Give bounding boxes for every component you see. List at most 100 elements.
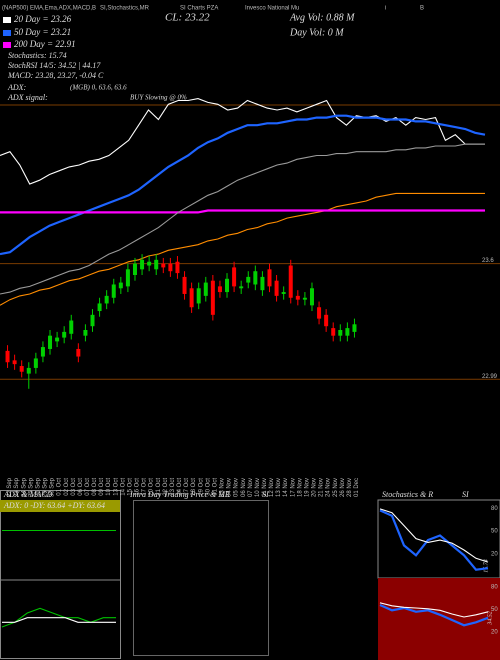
candle-body (5, 350, 10, 363)
intraday-panel-frame (133, 500, 269, 656)
candle-body (253, 271, 258, 285)
x-tick-label: 31 Oct (212, 478, 218, 496)
candle-body (217, 286, 222, 293)
candle-body (97, 303, 102, 312)
x-tick-label: 27 Oct (184, 478, 190, 496)
candle-body (317, 307, 322, 319)
series-line (379, 508, 489, 563)
x-tick-label: 01 Oct (57, 478, 63, 496)
y-tick-label: 80 (491, 506, 498, 512)
candle-body (118, 282, 123, 289)
candle-body (111, 284, 116, 298)
candle-body (161, 263, 166, 268)
panel-title: Intra Day Trading Price & MR (129, 490, 230, 499)
x-tick-label: 03 Nov (220, 478, 226, 497)
x-tick-label: 20 Nov (312, 478, 318, 497)
x-tick-label: 22 Oct (163, 478, 169, 496)
candle-body (147, 261, 152, 266)
candle-body (168, 263, 173, 272)
candle-body (352, 324, 357, 332)
legend-swatch (3, 17, 11, 23)
annotation: 20 Day = 23.26 (14, 14, 72, 24)
panel-subtitle: SI (462, 490, 469, 499)
candle-body (324, 314, 329, 327)
series-line (379, 509, 489, 571)
candle-body (232, 267, 237, 287)
x-tick-label: 17 Nov (290, 478, 296, 497)
annotation: ADX: (7, 83, 27, 92)
candle-body (345, 328, 350, 336)
candle-body (246, 276, 251, 283)
x-tick-label: 23 Oct (170, 478, 176, 496)
candle-body (182, 276, 187, 294)
x-tick-label: 10 Oct (106, 478, 112, 496)
candle-body (76, 348, 81, 357)
candle-body (19, 366, 24, 372)
series-line (379, 603, 489, 627)
x-tick-label: 21 Nov (319, 478, 325, 497)
candle-body (281, 292, 286, 294)
legend-swatch (3, 30, 11, 36)
x-tick-label: 10 Nov (255, 478, 261, 497)
x-tick-label: 11 Nov (262, 478, 268, 497)
adx-header-bar (0, 500, 120, 512)
annotation: Stochastics: 15.74 (8, 51, 67, 60)
annotation: Day Vol: 0 M (289, 27, 344, 38)
candle-body (55, 337, 60, 342)
candle-body (62, 331, 67, 338)
panel-title: ADX & MACD (3, 490, 53, 499)
annotation: Invesco National Mu (245, 6, 299, 12)
candle-body (83, 330, 88, 336)
y-tick-label: 22.99 (482, 374, 498, 380)
candle-body (331, 328, 336, 336)
annotation: Avg Vol: 0.88 M (289, 12, 355, 23)
annotation: SI,Stochastics,MR (100, 6, 150, 12)
annotation: MACD: 23.28, 23.27, -0.04 C (7, 71, 104, 80)
candle-body (302, 297, 307, 300)
x-tick-label: 01 Dec (354, 478, 360, 497)
candle-body (260, 276, 265, 291)
x-tick-label: 24 Sep (21, 477, 27, 497)
x-tick-label: 08 Oct (92, 478, 98, 496)
y-tick-label: 80 (491, 585, 498, 591)
annotation: (MGB) 0, 63.6, 63.6 (70, 84, 127, 92)
stochastics-panel-frame (377, 499, 500, 579)
annotation: 34.52 (486, 611, 493, 626)
candle-body (196, 288, 201, 304)
annotation: ADX signal: (7, 93, 48, 102)
candle-body (140, 259, 145, 270)
candle-body (40, 347, 45, 357)
x-tick-label: 13 Oct (113, 478, 119, 496)
candle-body (203, 282, 208, 296)
x-tick-label: 02 Oct (64, 478, 70, 496)
candle-body (26, 367, 31, 374)
series-line (0, 209, 485, 214)
candle-body (154, 259, 159, 270)
x-tick-label: 30 Sep (50, 477, 56, 497)
series-line (0, 143, 485, 295)
series-line (0, 114, 486, 256)
candle-body (309, 288, 314, 306)
x-tick-label: 23 Sep (14, 477, 20, 497)
x-tick-label: 25 Nov (333, 478, 339, 497)
x-tick-label: 14 Oct (120, 478, 126, 496)
x-tick-label: 13 Nov (276, 478, 282, 497)
x-tick-label: 06 Oct (78, 478, 84, 496)
x-tick-label: 29 Oct (198, 478, 204, 496)
x-tick-label: 05 Nov (234, 478, 240, 497)
x-tick-label: 17 Oct (142, 478, 148, 496)
candle-body (274, 280, 279, 296)
x-tick-label: 07 Oct (85, 478, 91, 496)
x-tick-label: 16 Oct (135, 478, 141, 496)
candle-body (33, 358, 38, 368)
annotation: i (385, 6, 386, 12)
annotation: ADX: 0 -DY: 63.64 +DY: 63.64 (3, 501, 105, 510)
annotation: CL: 23.22 (165, 12, 210, 24)
candle-body (267, 269, 272, 287)
candle-body (288, 265, 293, 298)
candle-body (132, 263, 137, 275)
legend-swatch (3, 42, 11, 48)
candle-body (175, 261, 180, 274)
annotation: SI Charts PZA (180, 6, 218, 12)
